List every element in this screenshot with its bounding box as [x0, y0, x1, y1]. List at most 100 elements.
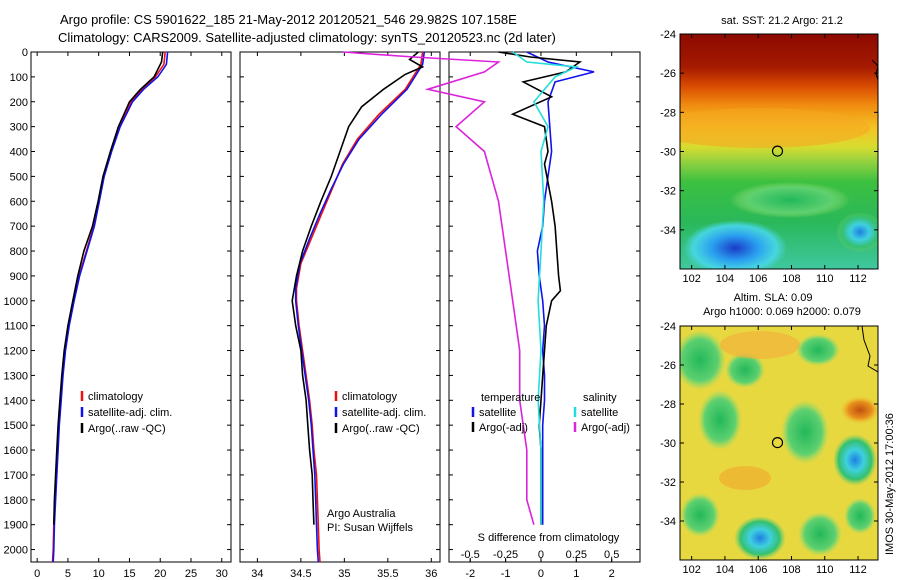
figure-title-line2: Climatology: CARS2009. Satellite-adjuste… — [58, 30, 556, 45]
y-tick-label: 400 — [10, 147, 28, 159]
timestamp-label: IMOS 30-May-2012 17:00:36 — [884, 413, 896, 555]
s-tick-label: -0.5 — [461, 549, 480, 561]
sla-patch — [840, 396, 878, 424]
x-tick-label: 15 — [123, 568, 135, 580]
legend-label: satellite-adj. clim. — [88, 407, 172, 419]
x-tick-label: 36 — [425, 568, 437, 580]
figure-title-line1: Argo profile: CS 5901622_185 21-May-2012… — [60, 12, 517, 27]
sla-patch — [798, 512, 842, 556]
series-line — [526, 51, 595, 525]
argo-position-marker — [771, 437, 784, 449]
legend-label: satellite — [479, 407, 516, 419]
s-tick-label: 0.25 — [566, 549, 587, 561]
series-line — [342, 51, 535, 525]
y-tick-label: 900 — [10, 271, 28, 283]
sla-coastline — [861, 326, 878, 373]
sla-map-title-line1: Altim. SLA: 0.09 — [734, 292, 813, 304]
y-tick-label: 200 — [10, 97, 28, 109]
s-tick-label: -0.25 — [493, 549, 518, 561]
s-tick-label: 0 — [538, 549, 544, 561]
legend-title: salinity — [583, 392, 617, 404]
x-tick-label: 35.5 — [377, 568, 398, 580]
series-line — [291, 51, 425, 525]
series-line — [512, 51, 580, 525]
s-tick-label: 0.5 — [604, 549, 619, 561]
difference-panel: -2-1012T difference from climatology-0.5… — [342, 51, 641, 580]
y-tick-label: 1500 — [4, 420, 28, 432]
x-tick-label: -2 — [465, 568, 475, 580]
map-x-tick-label: 102 — [682, 273, 700, 285]
x-tick-label: 5 — [65, 568, 71, 580]
sla-patch — [698, 390, 742, 450]
x-tick-label: 1 — [573, 568, 579, 580]
series-line — [52, 51, 169, 563]
map-y-tick-label: -26 — [660, 68, 676, 80]
sla-patch — [720, 331, 800, 359]
y-tick-label: 1100 — [4, 321, 28, 333]
map-y-tick-label: -32 — [660, 477, 676, 489]
sla-map-title-line2: Argo h1000: 0.069 h2000: 0.079 — [703, 306, 861, 318]
x-tick-label: 2 — [609, 568, 615, 580]
panel-annotation: PI: Susan Wijffels — [327, 522, 413, 534]
s-axis-label: S difference from climatology — [478, 532, 620, 544]
x-tick-label: 0 — [538, 568, 544, 580]
legend-label: Argo(-adj) — [479, 422, 528, 434]
sla-patch — [796, 334, 840, 366]
map-y-tick-label: -34 — [660, 225, 676, 237]
map-x-tick-label: 104 — [716, 273, 734, 285]
plot-frame — [448, 51, 641, 563]
sla-patch — [725, 352, 765, 388]
y-tick-label: 600 — [10, 196, 28, 208]
y-tick-label: 800 — [10, 246, 28, 258]
y-tick-label: 1300 — [4, 370, 28, 382]
legend-label: Argo(..raw -QC) — [342, 423, 420, 435]
salinity-panel: 3434.53535.536salinityclimatologysatelli… — [239, 51, 441, 580]
sst-coastline — [871, 59, 878, 81]
x-tick-label: 20 — [154, 568, 166, 580]
map-x-tick-label: 106 — [749, 564, 767, 576]
y-tick-label: 100 — [10, 72, 28, 84]
sla-patch — [680, 493, 720, 537]
sla-patch — [680, 330, 726, 390]
legend-label: satellite — [581, 407, 618, 419]
y-tick-label: 1600 — [4, 445, 28, 457]
sla-patch — [844, 498, 876, 534]
legend-label: Argo(-adj) — [581, 422, 630, 434]
sla-patch — [833, 434, 877, 486]
y-tick-label: 2000 — [4, 545, 28, 557]
map-x-tick-label: 110 — [816, 564, 834, 576]
map-y-tick-label: -34 — [660, 516, 676, 528]
y-tick-label: 1400 — [4, 395, 28, 407]
sst-cool-patch — [683, 220, 787, 269]
x-tick-label: 10 — [93, 568, 105, 580]
x-tick-label: 25 — [185, 568, 197, 580]
map-y-tick-label: -24 — [660, 29, 676, 41]
map-y-tick-label: -28 — [660, 107, 676, 119]
map-x-tick-label: 108 — [782, 273, 800, 285]
y-tick-label: 500 — [10, 171, 28, 183]
plot-frame — [239, 51, 441, 563]
x-tick-label: 34.5 — [290, 568, 311, 580]
y-tick-label: 1900 — [4, 520, 28, 532]
map-x-tick-label: 102 — [682, 564, 700, 576]
map-y-tick-label: -30 — [660, 147, 676, 159]
sst-warm-band — [680, 108, 870, 148]
y-tick-label: 1800 — [4, 495, 28, 507]
map-x-tick-label: 112 — [849, 273, 867, 285]
plot-frame — [30, 51, 232, 563]
map-x-tick-label: 106 — [749, 273, 767, 285]
legend-label: satellite-adj. clim. — [342, 407, 426, 419]
map-x-tick-label: 112 — [849, 564, 867, 576]
panel-annotation: Argo Australia — [327, 508, 396, 520]
sla-patch — [781, 400, 829, 464]
sst-green-patch — [730, 182, 850, 218]
legend-label: climatology — [342, 391, 398, 403]
series-line — [294, 51, 426, 563]
series-line — [51, 51, 166, 563]
sst-map-title: sat. SST: 21.2 Argo: 21.2 — [721, 15, 843, 27]
x-tick-label: 0 — [34, 568, 40, 580]
argo-position-marker — [771, 145, 784, 157]
x-tick-label: -1 — [501, 568, 511, 580]
map-y-tick-label: -32 — [660, 186, 676, 198]
